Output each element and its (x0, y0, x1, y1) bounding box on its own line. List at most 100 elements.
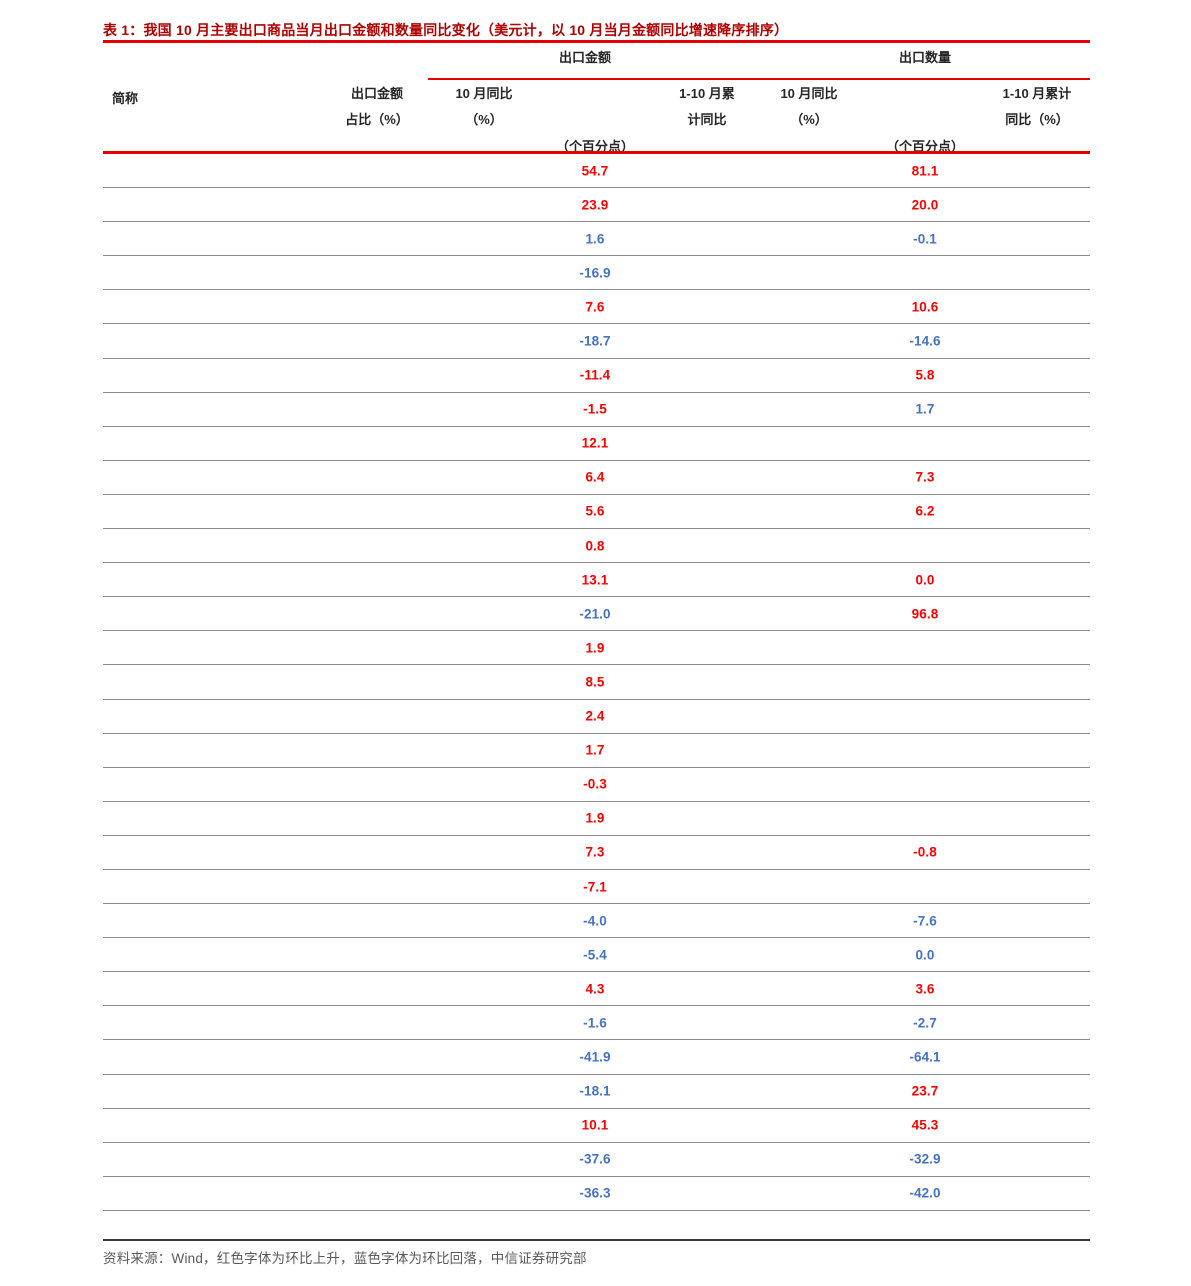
amount-oct-yoy-value: -37.6 (579, 1151, 611, 1167)
quantity-oct-yoy-value: 1.7 (915, 401, 935, 417)
quantity-oct-yoy-value: 3.6 (915, 981, 935, 997)
amount-oct-yoy-value: -0.3 (583, 776, 607, 792)
amount-oct-yoy-value: -7.1 (583, 879, 607, 895)
title-underline-rule (103, 40, 1090, 43)
quantity-oct-yoy-value: 5.8 (915, 367, 935, 383)
table-row: 2.4 (103, 700, 1090, 734)
table-row: -18.7 -14.6 (103, 324, 1090, 359)
table-row: -1.5 1.7 (103, 393, 1090, 427)
amount-oct-yoy-value: 6.4 (585, 469, 605, 485)
amount-oct-yoy-value: 1.6 (585, 231, 605, 247)
table-row: -4.0 -7.6 (103, 904, 1090, 939)
column-group-export-quantity: 出口数量 (898, 50, 951, 65)
quantity-oct-yoy-value: 10.6 (911, 299, 939, 315)
column-header-quantity-cumulative-yoy: 1-10 月累计 同比（%） (952, 81, 1122, 133)
table-row: 7.3 -0.8 (103, 836, 1090, 870)
column-header-amount-cumulative-yoy: 1-10 月累 计同比 (637, 81, 777, 133)
quantity-oct-yoy-value: -0.8 (913, 844, 937, 860)
table-row: -37.6 -32.9 (103, 1143, 1090, 1177)
amount-oct-yoy-value: 1.9 (585, 810, 605, 826)
table-row: -0.3 (103, 768, 1090, 802)
column-header-amount-pct-points: （个百分点） (555, 139, 634, 154)
amount-oct-line2: （%） (465, 112, 503, 127)
amount-cum-line2: 计同比 (687, 112, 727, 127)
quantity-oct-yoy-value: 96.8 (911, 606, 939, 622)
table-bottom-border (103, 1239, 1090, 1241)
quantity-oct-yoy-value: 6.2 (915, 503, 935, 519)
amount-oct-yoy-value: -18.1 (579, 1083, 611, 1099)
column-header-export-amount-share: 出口金额占比（%） (307, 81, 447, 133)
quantity-oct-yoy-value: 7.3 (915, 469, 935, 485)
share-line1: 出口金额 (350, 86, 403, 101)
table-row: 54.7 81.1 (103, 154, 1090, 189)
column-header-quantity-pct-points: （个百分点） (885, 139, 964, 154)
quantity-oct-yoy-value: -32.9 (909, 1151, 941, 1167)
amount-oct-yoy-value: 12.1 (581, 435, 609, 451)
quantity-oct-line1: 10 月同比 (780, 86, 838, 101)
amount-oct-line1: 10 月同比 (455, 86, 513, 101)
table-row: -1.6 -2.7 (103, 1006, 1090, 1041)
table-row: 4.3 3.6 (103, 972, 1090, 1007)
quantity-oct-yoy-value: 20.0 (911, 197, 939, 213)
table-row: -5.4 0.0 (103, 938, 1090, 973)
table-row: -41.9 -64.1 (103, 1040, 1090, 1075)
table-row: 0.8 (103, 529, 1090, 564)
amount-oct-yoy-value: -1.6 (583, 1015, 607, 1031)
amount-oct-yoy-value: -16.9 (579, 265, 611, 281)
table-row: 23.9 20.0 (103, 188, 1090, 223)
quantity-oct-yoy-value: 0.0 (915, 947, 935, 963)
table-row: 8.5 (103, 665, 1090, 700)
quantity-oct-yoy-value: 45.3 (911, 1117, 939, 1133)
column-group-export-amount: 出口金额 (558, 50, 611, 65)
header-bottom-rule (103, 151, 1090, 154)
table-row: 13.1 0.0 (103, 563, 1090, 598)
quantity-oct-yoy-value: -0.1 (913, 231, 937, 247)
quantity-oct-yoy-value: 23.7 (911, 1083, 939, 1099)
table-row: 5.6 6.2 (103, 495, 1090, 530)
table-row: 12.1 (103, 427, 1090, 461)
amount-oct-yoy-value: 4.3 (585, 981, 605, 997)
group-header-underline-rule (428, 78, 1090, 80)
quantity-cum-line1: 1-10 月累计 (1002, 86, 1072, 101)
amount-oct-yoy-value: -36.3 (579, 1185, 611, 1201)
amount-oct-yoy-value: -1.5 (583, 401, 607, 417)
quantity-oct-yoy-value: -42.0 (909, 1185, 941, 1201)
table-row: 7.6 10.6 (103, 290, 1090, 325)
table-row: -18.1 23.7 (103, 1075, 1090, 1109)
table-row: -11.4 5.8 (103, 359, 1090, 393)
table-row: -21.0 96.8 (103, 597, 1090, 632)
column-header-amount-oct-yoy: 10 月同比 （%） (414, 81, 554, 133)
amount-oct-yoy-value: -18.7 (579, 333, 611, 349)
column-header-abbreviation: 简称 (112, 91, 139, 106)
amount-oct-yoy-value: -5.4 (583, 947, 607, 963)
table-title: 表 1：我国 10 月主要出口商品当月出口金额和数量同比变化（美元计，以 10 … (103, 22, 789, 38)
quantity-cum-line2: 同比（%） (1005, 112, 1069, 127)
amount-oct-yoy-value: 0.8 (585, 538, 605, 554)
amount-oct-yoy-value: -4.0 (583, 913, 607, 929)
table-row: 1.6 -0.1 (103, 222, 1090, 257)
amount-oct-yoy-value: 54.7 (581, 163, 609, 179)
column-header-quantity-oct-yoy: 10 月同比 （%） (739, 81, 879, 133)
amount-oct-yoy-value: 23.9 (581, 197, 609, 213)
table-row: 6.4 7.3 (103, 461, 1090, 495)
source-note: 资料来源：Wind，红色字体为环比上升，蓝色字体为环比回落，中信证券研究部 (103, 1251, 587, 1266)
quantity-oct-yoy-value: -64.1 (909, 1049, 941, 1065)
amount-oct-yoy-value: 2.4 (585, 708, 605, 724)
amount-oct-yoy-value: 5.6 (585, 503, 605, 519)
amount-oct-yoy-value: -11.4 (579, 367, 611, 383)
share-line2: 占比（%） (345, 112, 409, 127)
quantity-oct-yoy-value: 0.0 (915, 572, 935, 588)
amount-oct-yoy-value: 13.1 (581, 572, 609, 588)
table-row: -7.1 (103, 870, 1090, 905)
amount-oct-yoy-value: 1.7 (585, 742, 605, 758)
table-body: 54.7 81.1 23.9 20.0 1.6 -0.1 -16.9 7.6 10.6 -18.7… (103, 154, 1090, 1211)
amount-oct-yoy-value: 7.6 (585, 299, 605, 315)
amount-oct-yoy-value: 7.3 (585, 844, 605, 860)
quantity-oct-yoy-value: -7.6 (913, 913, 937, 929)
quantity-oct-line2: （%） (790, 112, 828, 127)
table-row: 10.1 45.3 (103, 1109, 1090, 1143)
amount-oct-yoy-value: 10.1 (581, 1117, 609, 1133)
amount-oct-yoy-value: -21.0 (579, 606, 611, 622)
quantity-oct-yoy-value: 81.1 (911, 163, 939, 179)
